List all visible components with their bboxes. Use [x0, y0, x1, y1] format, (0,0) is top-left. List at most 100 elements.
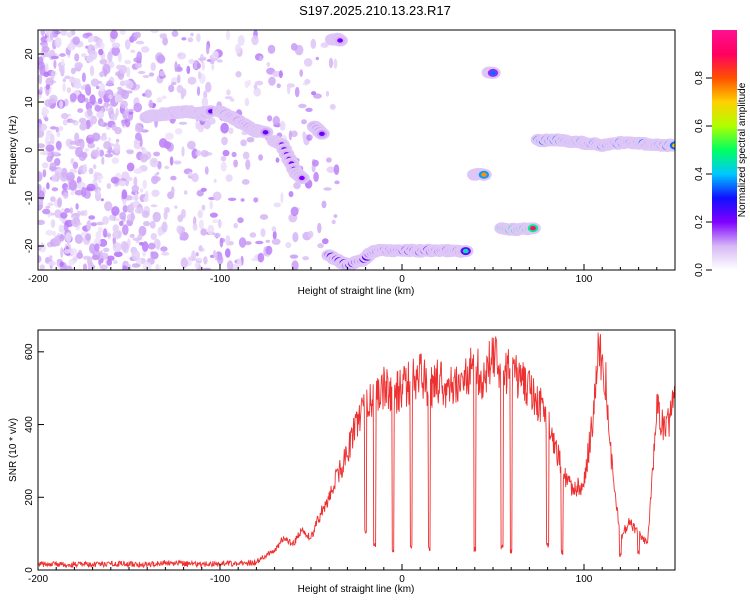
spectrogram-noise-blob: [228, 127, 234, 135]
spectrogram-noise-blob: [91, 132, 101, 142]
spectrogram-noise-blob: [211, 62, 215, 71]
spectrogram-noise-blob: [268, 76, 276, 86]
spectrogram-noise-blob: [45, 229, 54, 236]
spectrogram-noise-blob: [152, 176, 161, 182]
spectrogram-noise-blob: [186, 65, 191, 75]
spectrogram-noise-blob: [122, 197, 127, 206]
spectrogram-noise-blob: [291, 260, 299, 270]
spectrogram-x-tick-label: -200: [28, 274, 48, 285]
spectrogram-noise-blob: [67, 42, 76, 51]
spectrogram-noise-blob: [120, 241, 129, 251]
spectrogram-ridge-cell: [462, 248, 469, 254]
spectrogram-noise-blob: [59, 233, 65, 242]
spectrogram-noise-blob: [48, 166, 58, 171]
spectrogram-noise-blob: [135, 62, 142, 69]
spectrogram-noise-blob: [244, 241, 252, 246]
snr-y-ticks: 0 200 400 600: [24, 343, 44, 573]
spectrogram-noise-blob: [290, 206, 299, 217]
spectrogram-noise-blob: [174, 205, 178, 209]
spectrogram-noise-blob: [196, 62, 201, 69]
spectrogram-noise-blob: [97, 178, 102, 184]
spectrogram-noise-blob: [242, 151, 250, 160]
spectrogram-noise-blob: [212, 219, 219, 223]
colorbar-tick-label: 0.0: [694, 263, 705, 277]
spectrogram-noise-blob: [329, 104, 336, 110]
spectrogram-noise-blob: [209, 212, 218, 218]
spectrogram-noise-blob: [63, 192, 69, 199]
spectrogram-noise-blob: [45, 130, 51, 141]
spectrogram-noise-blob: [144, 89, 152, 98]
spectrogram-ridge-cell: [481, 172, 487, 177]
spectrogram-ridge-cell: [299, 175, 305, 181]
spectrogram-noise-blob: [155, 263, 160, 270]
spectrogram-y-tick-label: -20: [24, 238, 35, 253]
spectrogram-noise-blob: [219, 237, 224, 248]
spectrogram-noise-blob: [44, 99, 52, 108]
spectrogram-noise-blob: [50, 70, 55, 80]
spectrogram-noise-blob: [124, 260, 129, 267]
spectrogram-noise-blob: [197, 209, 203, 219]
spectrogram-noise-blob: [188, 59, 195, 64]
spectrogram-noise-blob: [112, 242, 122, 253]
spectrogram-noise-blob: [48, 255, 53, 260]
spectrogram-noise-blob: [245, 159, 251, 170]
spectrogram-noise-blob: [194, 262, 200, 269]
spectrogram-noise-blob: [164, 165, 170, 170]
spectrogram-noise-blob: [72, 254, 78, 264]
spectrogram-noise-blob: [198, 219, 204, 230]
spectrogram-noise-blob: [114, 126, 122, 135]
spectrogram-noise-blob: [278, 70, 283, 79]
spectrogram-noise-blob: [218, 218, 222, 229]
spectrogram-noise-blob: [90, 222, 97, 227]
spectrogram-noise-blob: [119, 30, 126, 35]
spectrogram-noise-blob: [110, 176, 119, 184]
spectrogram-noise-blob: [82, 263, 88, 270]
spectrogram-noise-blob: [149, 220, 156, 229]
spectrogram-noise-blob: [133, 176, 138, 187]
spectrogram-noise-blob: [171, 81, 177, 86]
spectrogram-noise-blob: [98, 149, 105, 157]
spectrogram-noise-blob: [195, 252, 199, 257]
spectrogram-noise-blob: [74, 132, 80, 143]
spectrogram-noise-blob: [43, 109, 50, 115]
spectrogram-noise-blob: [100, 198, 104, 202]
spectrogram-noise-blob: [54, 30, 61, 35]
spectrogram-noise-blob: [331, 219, 336, 225]
spectrogram-noise-blob: [133, 102, 143, 113]
spectrogram-noise-blob: [152, 211, 161, 223]
colorbar-label: Normalized spectral amplitude: [737, 82, 748, 217]
spectrogram-noise-blob: [38, 190, 45, 201]
spectrogram-noise-blob: [229, 98, 235, 102]
spectrogram-noise-blob: [107, 137, 112, 142]
spectrogram-noise-blob: [78, 117, 87, 124]
spectrogram-noise-blob: [91, 149, 99, 157]
spectrogram-noise-blob: [294, 86, 300, 98]
spectrogram-noise-blob: [75, 146, 83, 158]
spectrogram-noise-blob: [130, 211, 135, 222]
colorbar: 0.0 0.2 0.4 0.6 0.8 Normalized spectral ampl…: [694, 30, 748, 277]
spectrogram-noise-blob: [55, 126, 59, 133]
spectrogram-noise-blob: [209, 200, 213, 210]
spectrogram-noise-blob: [113, 142, 121, 154]
spectrogram-noise-blob: [320, 42, 329, 48]
spectrogram-noise-blob: [169, 156, 174, 166]
spectrogram-noise-blob: [181, 37, 187, 41]
spectrogram-noise-blob: [131, 184, 140, 193]
spectrogram-noise-blob: [174, 61, 178, 73]
spectrogram-noise-blob: [83, 209, 88, 217]
spectrogram-noise-blob: [198, 71, 202, 80]
spectrogram-noise-blob: [136, 51, 142, 62]
spectrogram-noise-blob: [143, 221, 151, 227]
spectrogram-noise-blob: [95, 221, 105, 226]
spectrogram-noise-blob: [50, 55, 59, 60]
spectrogram-noise-blob: [227, 197, 237, 201]
spectrogram-ridge-cell: [262, 130, 269, 135]
spectrogram-noise-blob: [226, 260, 234, 270]
spectrogram-noise-blob: [196, 189, 204, 197]
snr-y-tick-label: 600: [24, 343, 35, 360]
spectrogram-noise-blob: [45, 84, 50, 90]
spectrogram-noise-blob: [124, 195, 133, 201]
spectrogram-noise-blob: [122, 205, 128, 213]
spectrogram-noise-blob: [220, 155, 227, 162]
spectrogram-noise-blob: [196, 33, 201, 43]
